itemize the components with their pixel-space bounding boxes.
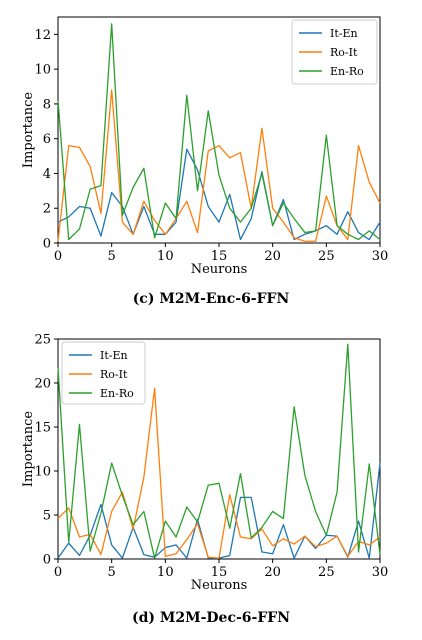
y-axis-label: Importance (21, 411, 36, 487)
x-tick-label: 25 (318, 249, 335, 264)
y-axis-ticks: 0 5 10 15 20 25 (34, 333, 58, 568)
y-tick-label: 25 (34, 333, 51, 348)
y-tick-label: 2 (43, 202, 51, 217)
y-tick-label: 12 (34, 28, 51, 43)
x-tick-label: 15 (211, 565, 228, 580)
y-tick-label: 4 (43, 167, 51, 182)
series-line-ro-it (57, 89, 381, 242)
series-line-it-en (57, 148, 381, 241)
legend: It-En Ro-It En-Ro (61, 341, 146, 405)
legend-label: Ro-It (330, 46, 358, 59)
y-tick-label: 8 (43, 97, 51, 112)
y-axis-ticks: 0 2 4 6 8 10 12 (34, 28, 58, 252)
legend-label: It-En (100, 349, 128, 362)
legend: It-En Ro-It En-Ro (291, 19, 378, 85)
x-axis-ticks: 0 5 10 15 20 25 30 (54, 559, 388, 580)
x-axis-label: Neurons (191, 578, 248, 593)
x-tick-label: 25 (318, 565, 335, 580)
y-axis-label: Importance (21, 92, 36, 168)
y-tick-label: 10 (34, 63, 51, 78)
y-tick-label: 0 (43, 237, 51, 252)
series-line-en-ro (57, 343, 381, 559)
legend-label: En-Ro (330, 65, 364, 78)
legend-box (291, 19, 378, 85)
series-lines (57, 343, 381, 559)
y-tick-label: 6 (43, 132, 51, 147)
x-tick-label: 10 (157, 565, 174, 580)
series-line-en-ro (57, 23, 381, 241)
legend-label: It-En (330, 27, 358, 40)
x-tick-label: 20 (264, 249, 281, 264)
chart-d: 0 5 10 15 20 25 30 0 5 10 15 20 25 Neurons Importan… (21, 333, 388, 627)
x-tick-label: 5 (108, 565, 116, 580)
legend-label: En-Ro (100, 387, 134, 400)
x-axis-ticks: 0 5 10 15 20 25 30 (54, 243, 388, 264)
series-line-it-en (57, 463, 381, 559)
y-tick-label: 5 (43, 509, 51, 524)
x-axis-label: Neurons (191, 262, 248, 277)
x-tick-label: 0 (54, 249, 62, 264)
x-tick-label: 30 (372, 249, 389, 264)
series-lines (57, 23, 381, 242)
x-tick-label: 15 (211, 249, 228, 264)
y-tick-label: 15 (34, 421, 51, 436)
chart-c: 0 5 10 15 20 25 30 0 2 4 6 8 10 12 Neurons Importanc… (21, 16, 388, 307)
y-tick-label: 20 (34, 377, 51, 392)
x-tick-label: 30 (372, 565, 389, 580)
x-tick-label: 10 (157, 249, 174, 264)
x-tick-label: 0 (54, 565, 62, 580)
legend-box (61, 341, 146, 405)
legend-label: Ro-It (100, 368, 128, 381)
y-tick-label: 10 (34, 465, 51, 480)
x-tick-label: 5 (108, 249, 116, 264)
caption: (c) M2M-Enc-6-FFN (133, 291, 290, 307)
series-line-ro-it (57, 387, 381, 559)
y-tick-label: 0 (43, 553, 51, 568)
x-tick-label: 20 (264, 565, 281, 580)
caption: (d) M2M-Dec-6-FFN (132, 610, 290, 626)
